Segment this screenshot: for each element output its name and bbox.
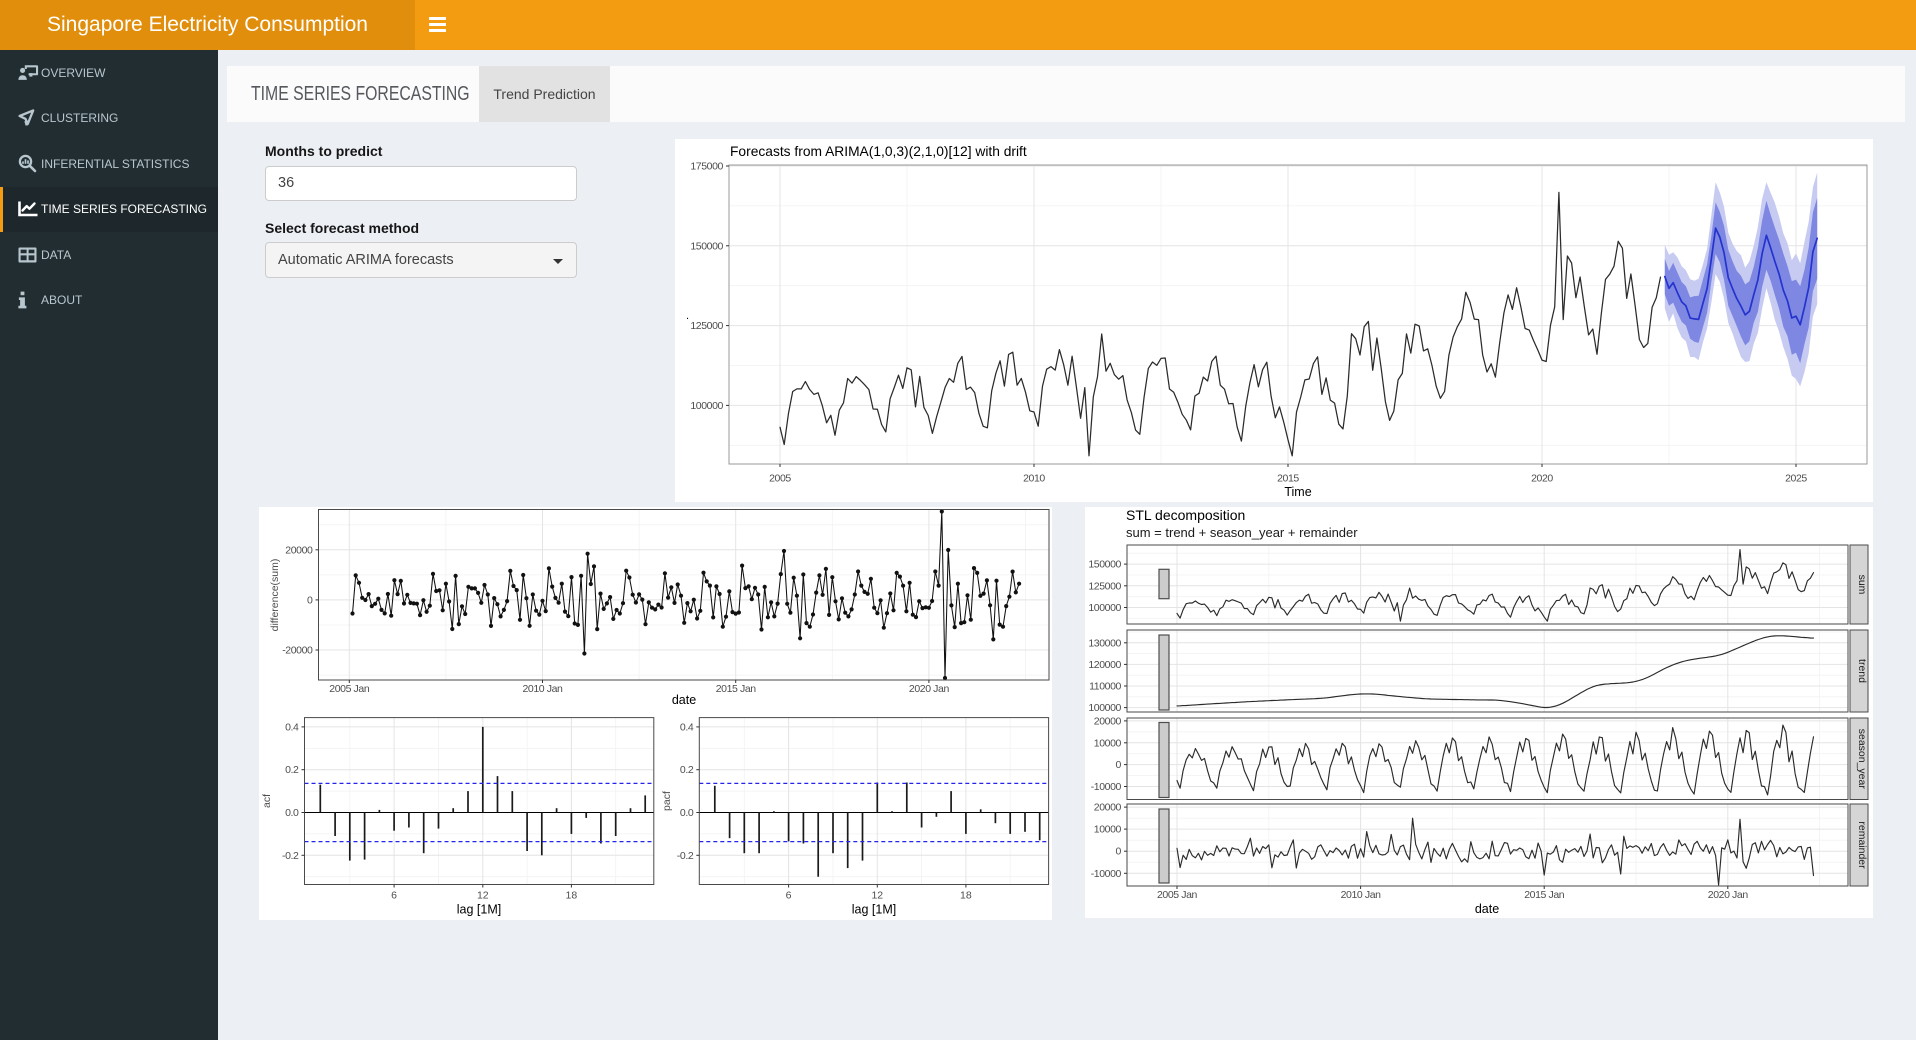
svg-text:trend: trend [1856,659,1868,683]
svg-text:2010 Jan: 2010 Jan [1341,889,1382,901]
svg-text:date: date [672,693,696,707]
svg-text:2005 Jan: 2005 Jan [1157,889,1198,901]
svg-text:120000: 120000 [1088,659,1121,671]
svg-text:2015 Jan: 2015 Jan [716,683,757,695]
svg-text:sum: sum [1856,575,1868,595]
svg-text:pacf: pacf [661,791,673,811]
svg-text:2005 Jan: 2005 Jan [329,683,370,695]
svg-text:0: 0 [1116,759,1122,771]
svg-text:110000: 110000 [1089,681,1121,693]
svg-text:-0.2: -0.2 [677,850,694,862]
svg-text:difference(sum): difference(sum) [269,559,281,632]
svg-text:2010: 2010 [1023,473,1045,485]
svg-text:0.2: 0.2 [680,764,694,776]
svg-text:acf: acf [261,794,273,808]
svg-text:2020: 2020 [1531,473,1553,485]
svg-text:100000: 100000 [690,400,723,412]
svg-text:lag [1M]: lag [1M] [852,903,896,917]
svg-text:2015 Jan: 2015 Jan [1524,889,1565,901]
svg-text:175000: 175000 [690,161,723,173]
svg-text:130000: 130000 [1088,637,1121,649]
svg-text:18: 18 [960,890,972,902]
svg-text:100000: 100000 [1088,702,1121,714]
svg-text:-0.2: -0.2 [282,850,299,862]
svg-text:-10000: -10000 [1091,781,1122,793]
svg-text:2010 Jan: 2010 Jan [522,683,563,695]
svg-text:.: . [686,310,689,322]
svg-text:-20000: -20000 [282,645,313,657]
svg-text:2015: 2015 [1277,473,1299,485]
svg-text:20000: 20000 [1094,715,1122,727]
svg-text:18: 18 [566,890,578,902]
svg-text:season_year: season_year [1856,729,1868,790]
svg-text:6: 6 [786,890,792,902]
svg-text:lag [1M]: lag [1M] [457,903,501,917]
svg-text:10000: 10000 [1094,737,1122,749]
svg-text:date: date [1475,902,1499,916]
svg-text:20000: 20000 [1094,802,1122,814]
svg-text:-10000: -10000 [1091,868,1122,880]
svg-text:6: 6 [391,890,397,902]
svg-text:2005: 2005 [769,473,791,485]
svg-text:0.0: 0.0 [680,807,694,819]
svg-text:20000: 20000 [285,544,313,556]
svg-text:0.4: 0.4 [285,721,299,733]
svg-text:150000: 150000 [1088,559,1121,571]
svg-text:150000: 150000 [690,240,723,252]
svg-text:0.0: 0.0 [285,807,299,819]
svg-text:Forecasts from ARIMA(1,0,3)(2,: Forecasts from ARIMA(1,0,3)(2,1,0)[12] w… [730,144,1027,159]
svg-text:2020 Jan: 2020 Jan [909,683,950,695]
svg-text:remainder: remainder [1856,821,1868,869]
svg-text:100000: 100000 [1088,602,1121,614]
svg-text:Time: Time [1284,485,1311,499]
svg-text:STL decomposition: STL decomposition [1126,507,1245,523]
svg-text:0.2: 0.2 [285,764,299,776]
svg-text:0.4: 0.4 [680,721,694,733]
svg-text:12: 12 [477,890,489,902]
svg-text:sum = trend + season_year + re: sum = trend + season_year + remainder [1126,525,1358,540]
svg-text:125000: 125000 [690,320,723,332]
svg-text:12: 12 [871,890,883,902]
svg-text:0: 0 [1116,846,1122,858]
svg-text:125000: 125000 [1088,580,1121,592]
svg-text:0: 0 [307,594,313,606]
svg-text:2020 Jan: 2020 Jan [1708,889,1749,901]
svg-text:2025: 2025 [1785,473,1807,485]
svg-text:10000: 10000 [1094,824,1122,836]
